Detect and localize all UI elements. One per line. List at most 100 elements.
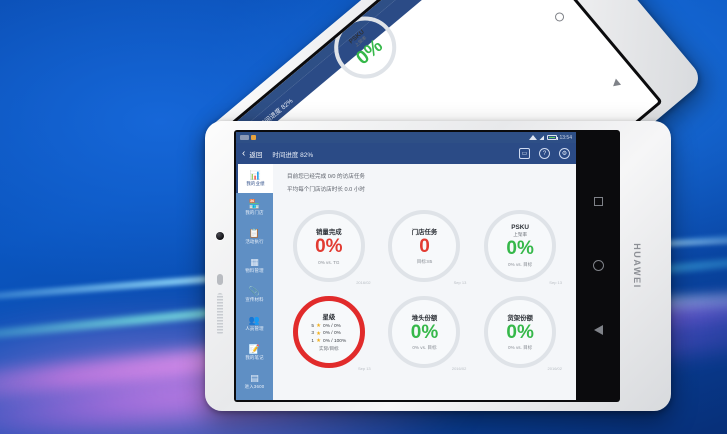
home-button[interactable] [552,10,566,24]
statusbar-time: 13:54 [559,134,572,141]
sim-chip [251,135,256,140]
settings-icon[interactable]: ⚙ [559,148,570,159]
back-button[interactable] [593,325,603,335]
gauge-footer: 0% vs. 目标 [508,345,533,351]
gauge-title: 货架份额 [507,314,533,322]
gauge-card[interactable]: 销量完成 0% 0% vs. TG 2016/02 [281,204,377,288]
gauge-grid: 销量完成 0% 0% vs. TG 2016/02 门店任务 0 目标:85 [281,204,568,374]
note-icon: 📝 [248,343,261,354]
sidebar-item-label: 进入3600 [244,383,265,389]
content-area: 目前您已经完成 0/0 的访店任务 平均每个门店访店时长 0.0 小时 销量完成… [273,164,576,400]
gauge-footer: 0% vs. 目标 [508,261,533,267]
statusbar: 13:54 [236,132,576,143]
chart-icon: 📊 [249,169,262,180]
gauge-value: 0% [315,236,343,258]
gauge-store-tasks: 门店任务 0 目标:85 [388,210,461,282]
star-rating-rows: 5 ★ 0% / 0% 3 ★ 0% / 0% [311,323,346,344]
sidebar: 📊 我的业绩 🏪 我的门店 📋 活动执行 ▦ 物料管理 [236,164,273,400]
app-window: 13:54 ‹ 返回 时间进度 82% ▭ ? ⚙ 📊 [236,132,576,400]
tablet-screen-front: 13:54 ‹ 返回 时间进度 82% ▭ ? ⚙ 📊 [234,130,620,402]
sidebar-item-label: 活动执行 [245,238,264,244]
battery-icon [546,134,559,141]
port [217,274,223,285]
sidebar-item-label: 人员管理 [245,325,264,331]
wifi-icon [528,135,537,140]
paperclip-icon: 📎 [248,285,261,296]
sidebar-item-activity-execution[interactable]: 📋 活动执行 [236,222,273,251]
appbar-progress-label: 时间进度 82% [272,151,314,159]
sidebar-spacer [236,396,273,400]
star-count: 3 [311,331,315,336]
store-icon: 🏪 [248,198,261,209]
sidebar-item-label: 宣传材料 [245,296,264,302]
appbar-back-label[interactable]: 返回 [249,151,263,159]
gauge-value: 0% [410,321,439,343]
panel-icon: ▤ [250,372,259,383]
star-icon: ★ [316,338,322,344]
grid-icon: ▦ [250,256,259,267]
back-chevron-icon[interactable]: ‹ [242,147,246,159]
sidebar-item-label: 我的笔记 [245,354,264,360]
star-rows-footer: 实际/目标 [319,346,339,351]
sidebar-item-enter-3600[interactable]: ▤ 进入3600 [236,367,273,396]
sidebar-item-my-stores[interactable]: 🏪 我的门店 [236,193,273,222]
message-icon[interactable]: ▭ [519,148,530,159]
gauge-title: PSKU [511,224,530,232]
star-row: 3 ★ 0% / 0% [311,331,340,337]
gauge-card[interactable]: 门店任务 0 目标:85 Sep 13 [377,204,473,288]
back-button[interactable] [610,79,621,90]
gauge-card[interactable]: 货架份额 0% 0% vs. 目标 2016/02 [472,290,568,374]
star-icon: ★ [316,330,322,337]
gauge-card[interactable]: 堆头份额 0% 0% vs. 目标 2016/02 [377,290,473,374]
signal-icon [539,135,545,140]
gauge-title: 堆头份额 [411,314,438,322]
summary-line-1: 目前您已经完成 0/0 的访店任务 [287,174,366,180]
help-icon[interactable]: ? [539,148,550,159]
star-icon: ★ [316,323,322,329]
gauge-footer: 0% vs. 目标 [412,345,437,351]
star-value: 0% / 0% [323,331,341,336]
carrier-chip [240,135,249,140]
front-camera-icon [216,232,224,240]
sidebar-item-my-performance[interactable]: 📊 我的业绩 [236,164,273,193]
recents-button[interactable] [593,197,603,206]
star-value: 0% / 100% [323,338,347,344]
gauge-footer: 目标:85 [416,259,433,265]
star-row: 5 ★ 0% / 0% [311,323,340,329]
gauge-title: 门店任务 [411,228,438,236]
gauge-date: 2016/02 [547,366,562,371]
star-value: 0% / 0% [323,323,341,329]
gauge-date: Sep 13 [549,280,562,285]
brand-logo: HUAWEI [632,243,643,289]
gauge-shelf-share: 货架份额 0% 0% vs. 目标 [484,296,557,368]
sidebar-item-my-notes[interactable]: 📝 我的笔记 [236,338,273,367]
sidebar-item-promo-materials[interactable]: 📎 宣传材料 [236,280,273,309]
navigation-bar [576,130,620,402]
gauge-value: 0% [506,321,534,343]
gauge-value: 0 [419,235,430,257]
gauge-title: 星级 [322,314,336,321]
star-count: 5 [311,323,315,329]
gauge-date: Sep 13 [357,366,371,371]
gauge-display-share: 堆头份额 0% 0% vs. 目标 [388,296,461,368]
gauge-subtitle: 上架率 [513,231,528,237]
sidebar-item-label: 物料管理 [245,267,264,273]
clipboard-icon: 📋 [248,227,261,238]
summary-line-2: 平均每个门店访店时长 0.0 小时 [287,187,366,193]
gauge-star-rating: 星级 5 ★ 0% / 0% 3 ★ [292,296,365,368]
gauge-psku: PSKU 上架率 0% 0% vs. 目标 [484,210,557,282]
gauge-card[interactable]: 星级 5 ★ 0% / 0% 3 ★ [281,290,377,374]
people-icon: 👥 [248,314,261,325]
sidebar-item-label: 我的业绩 [246,180,265,186]
gauge-card[interactable]: PSKU 上架率 0% 0% vs. 目标 Sep 13 [472,204,568,288]
sidebar-item-material-management[interactable]: ▦ 物料管理 [236,251,273,280]
appbar: ‹ 返回 时间进度 82% ▭ ? ⚙ [236,143,576,164]
gauge-value: 0% [506,237,534,259]
star-count: 1 [311,338,315,344]
home-button[interactable] [592,260,604,271]
tablet-device-front: HUAWEI 13:54 ‹ 返回 时间进度 82% [205,121,671,411]
gauge-date: 2016/02 [356,280,371,285]
summary-block: 目前您已经完成 0/0 的访店任务 平均每个门店访店时长 0.0 小时 [281,170,568,202]
sidebar-item-staff-management[interactable]: 👥 人员管理 [236,309,273,338]
gauge-title: 销量完成 [316,229,342,237]
